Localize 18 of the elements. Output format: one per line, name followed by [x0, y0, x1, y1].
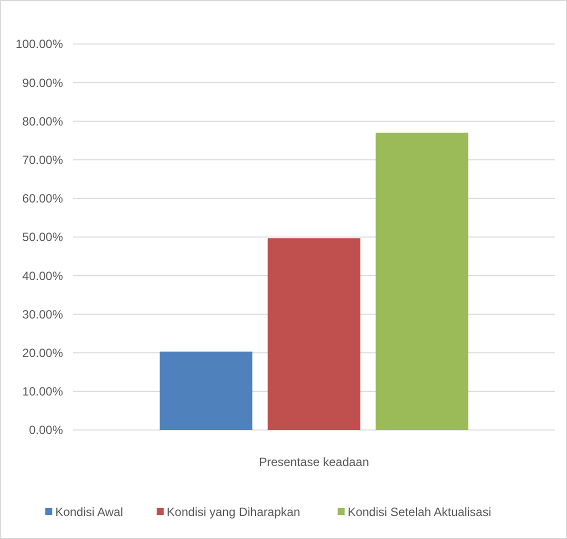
y-tick-label: 60.00% [22, 192, 64, 206]
y-tick-label: 100.00% [16, 37, 64, 52]
y-tick-label: 0.00% [28, 423, 64, 438]
y-tick-label: 70.00% [22, 153, 64, 167]
y-tick-label: 90.00% [22, 76, 64, 90]
bar [268, 238, 360, 430]
y-tick-label: 30.00% [22, 307, 64, 322]
legend-label: Kondisi Awal [55, 505, 124, 520]
y-tick-label: 20.00% [22, 346, 64, 360]
x-tick-label: Presentase keadaan [258, 455, 370, 469]
bar [160, 352, 252, 430]
bar [376, 132, 468, 430]
y-tick-label: 10.00% [22, 384, 64, 399]
legend-label: Kondisi Setelah Aktualisasi [348, 505, 492, 520]
legend-label: Kondisi yang Diharapkan [166, 505, 300, 520]
y-tick-label: 50.00% [22, 230, 64, 244]
y-tick-label: 40.00% [22, 268, 64, 283]
y-tick-label: 80.00% [22, 114, 64, 128]
